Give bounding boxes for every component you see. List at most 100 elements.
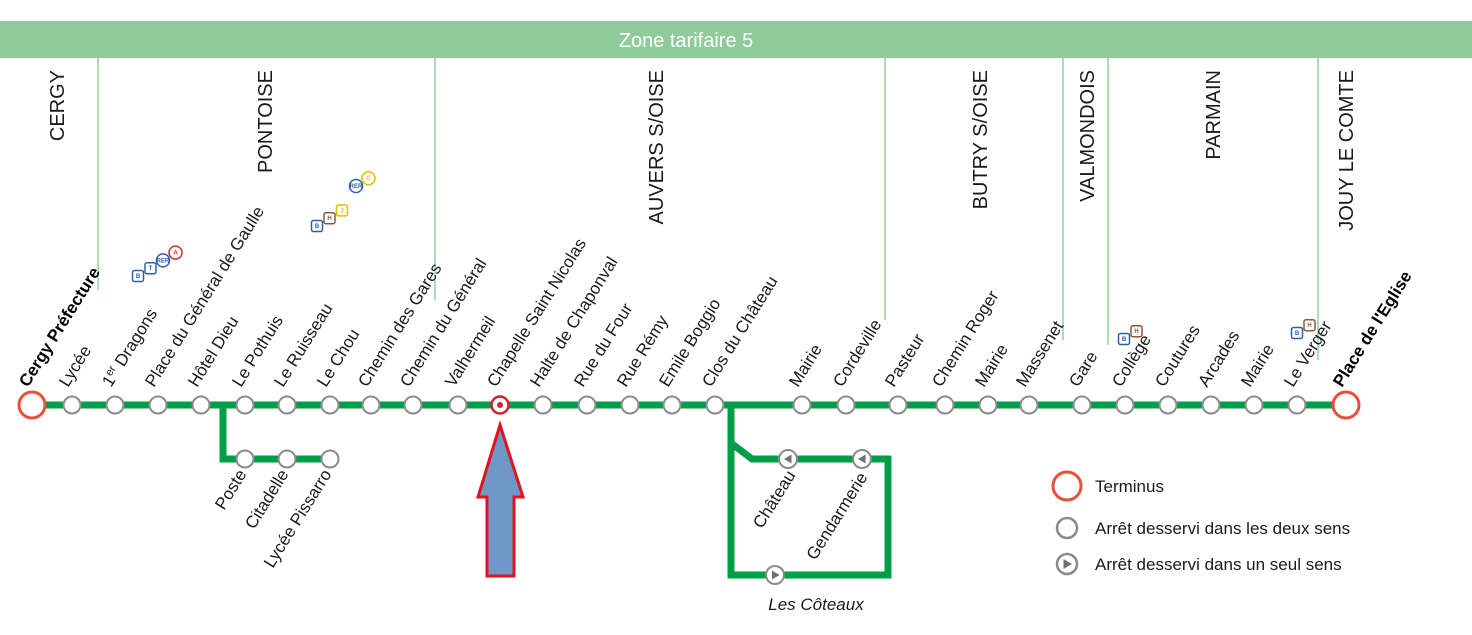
stop-1er-dragons-2 — [105, 395, 125, 415]
stop-place-du-general-de-gaulle-3 — [148, 395, 168, 415]
loop-label-les-coteaux: Les Côteaux — [768, 595, 864, 614]
stop-label-19: Pasteur — [881, 330, 928, 390]
stop-le-ruisseau-6 — [277, 395, 297, 415]
stop-chemin-du-general-9 — [403, 395, 423, 415]
commune-valmondois: VALMONDOIS — [1077, 70, 1099, 202]
stop-hotel-dieu-4 — [191, 395, 211, 415]
badge-bus — [310, 219, 324, 233]
badge-text-c: C — [366, 176, 371, 182]
stop-label-16: Clos du Château — [698, 273, 781, 390]
stop-label-23: Gare — [1065, 348, 1101, 390]
stop-cordeville-18 — [836, 395, 856, 415]
stop-label-18: Cordeville — [829, 316, 885, 390]
stop-label-17: Mairie — [785, 341, 826, 390]
stop-label-0: Cergy Préfecture — [15, 264, 104, 390]
badge-a — [168, 245, 183, 260]
commune-labels: CERGY PONTOISE AUVERS S/OISE BUTRY S/OISE VA… — [47, 70, 1358, 231]
badge-j — [335, 204, 349, 217]
badge-text-bus: B — [315, 224, 320, 230]
commune-dividers — [97, 58, 1319, 360]
commune-butry-s-oise: BUTRY S/OISE — [970, 70, 992, 209]
zone-label: Zone tarifaire 5 — [619, 30, 754, 52]
stop-halte-de-chaponval-12 — [533, 395, 553, 415]
badge-text-bus: B — [1295, 331, 1300, 337]
stop-le-chou-7 — [320, 395, 340, 415]
zone-band — [0, 21, 1472, 58]
branch-line-pontoise — [219, 405, 330, 463]
stop-lycee-pissarro — [320, 449, 340, 469]
stop-label-1: Lycée — [55, 342, 95, 390]
badge-text-h: H — [327, 216, 331, 222]
stop-pasteur-19 — [888, 395, 908, 415]
legend-label-both: Arrêt desservi dans les deux sens — [1095, 519, 1350, 538]
stop-le-verger-28 — [1287, 395, 1307, 415]
stop-emile-boggio-15 — [662, 395, 682, 415]
loop-label-gendarmerie: Gendarmerie — [803, 469, 872, 563]
stop-le-pothuis-5 — [235, 395, 255, 415]
stop-rue-du-four-13 — [577, 395, 597, 415]
stop-label-22: Massenet — [1012, 317, 1067, 390]
badge-text-bus: B — [1122, 337, 1127, 343]
stop-mairie-17 — [792, 395, 812, 415]
stop-chapelle-saint-nicolas-11-dot — [497, 402, 503, 408]
badge-bus — [131, 269, 145, 283]
stop-gare-23 — [1072, 395, 1092, 415]
badge-text-j: J — [340, 208, 343, 214]
stop-chemin-roger-20 — [935, 395, 955, 415]
stop-mairie-21 — [978, 395, 998, 415]
badge-text-bus: B — [136, 274, 141, 280]
stop-label-26: Arcades — [1194, 327, 1243, 390]
badge-text-rer: RER — [157, 258, 170, 264]
badge-h — [1303, 318, 1316, 332]
stop-place-de-l-eglise-29 — [1331, 390, 1361, 420]
stop-chateau-arrow — [784, 454, 792, 464]
stop-college-24 — [1115, 395, 1135, 415]
badge-rer — [348, 178, 364, 194]
commune-jouy-le-comte: JOUY LE COMTE — [1336, 70, 1358, 231]
stop-coutures-25 — [1158, 395, 1178, 415]
badge-h — [323, 211, 336, 225]
commune-cergy: CERGY — [47, 70, 69, 141]
badge-bus — [1290, 326, 1304, 340]
commune-auvers-s-oise: AUVERS S/OISE — [646, 70, 668, 225]
badge-text-a: A — [173, 251, 178, 257]
badge-text-h: H — [1307, 323, 1311, 329]
legend-label-one: Arrêt desservi dans un seul sens — [1095, 555, 1342, 574]
stop-les-coteaux-arrow — [772, 570, 780, 580]
stop-citadelle — [277, 449, 297, 469]
stop-valhermeil-10 — [448, 395, 468, 415]
branch-label-poste: Poste — [211, 466, 250, 513]
stop-label-29: Place de l'Eglise — [1329, 268, 1415, 390]
stop-cergy-prefecture-0 — [17, 390, 47, 420]
stop-gendarmerie-arrow — [858, 454, 866, 464]
legend: Terminus Arrêt desservi dans les deux sen… — [1051, 470, 1350, 576]
stop-clos-du-chateau-16 — [705, 395, 725, 415]
legend-terminus-icon — [1051, 470, 1083, 502]
badge-h — [1130, 324, 1143, 338]
badge-bus — [1117, 332, 1131, 346]
stop-chemin-des-gares-8 — [361, 395, 381, 415]
legend-label-terminus: Terminus — [1095, 477, 1164, 496]
highlight-arrow — [475, 419, 526, 578]
commune-parmain: PARMAIN — [1203, 70, 1225, 160]
pointer-arrow — [475, 419, 526, 578]
badge-tram — [144, 261, 157, 275]
stop-massenet-22 — [1019, 395, 1039, 415]
badge-text-rer: RER — [350, 184, 363, 190]
stop-poste — [235, 449, 255, 469]
stop-label-27: Mairie — [1237, 341, 1278, 390]
badge-c — [361, 170, 376, 186]
badge-text-h: H — [1134, 329, 1138, 335]
commune-pontoise: PONTOISE — [255, 70, 277, 173]
loop-line-auvers — [727, 405, 892, 579]
stop-label-24: Collège — [1108, 331, 1155, 390]
stop-label-21: Mairie — [971, 341, 1012, 390]
badge-text-tram: T — [149, 266, 153, 272]
loop-label-chateau: Château — [749, 467, 799, 532]
stop-mairie-27 — [1244, 395, 1264, 415]
badge-rer — [155, 253, 171, 268]
stop-rue-remy-14 — [620, 395, 640, 415]
stop-arcades-26 — [1201, 395, 1221, 415]
